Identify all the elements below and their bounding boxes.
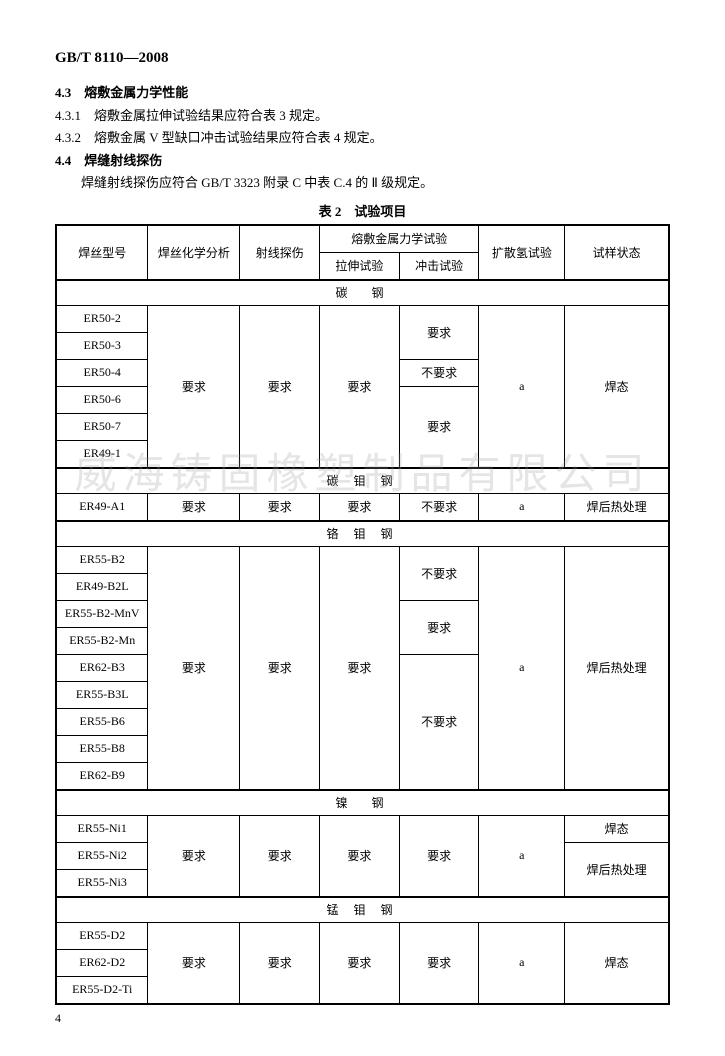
th-chem-analysis: 焊丝化学分析 — [148, 225, 240, 280]
cell-req: 要求 — [399, 815, 479, 897]
cell-req: 要求 — [240, 922, 320, 1004]
cell-req: 要求 — [320, 815, 400, 897]
table-row: ER50-4 — [56, 359, 148, 386]
cell-req: 要求 — [240, 493, 320, 521]
cell-req: 要求 — [148, 305, 240, 468]
cell-req: 要求 — [399, 305, 479, 359]
cell-req: 要求 — [399, 922, 479, 1004]
cell-a: a — [479, 546, 565, 790]
th-wire-type: 焊丝型号 — [56, 225, 148, 280]
table-row: ER55-D2-Ti — [56, 976, 148, 1004]
cell-pwht: 焊后热处理 — [565, 493, 669, 521]
cell-req: 要求 — [148, 493, 240, 521]
cell-nreq: 不要求 — [399, 493, 479, 521]
category-carbon-steel: 碳 钢 — [56, 280, 669, 306]
cell-hantai: 焊态 — [565, 922, 669, 1004]
category-mn-mo-steel: 锰 钼 钢 — [56, 897, 669, 923]
cell-req: 要求 — [240, 546, 320, 790]
cell-req: 要求 — [320, 305, 400, 468]
table-row: ER55-Ni2 — [56, 842, 148, 869]
table-row: ER50-2 — [56, 305, 148, 332]
cell-a: a — [479, 815, 565, 897]
cell-req: 要求 — [320, 493, 400, 521]
table-row: ER55-B2 — [56, 546, 148, 573]
table-row: ER55-Ni1 — [56, 815, 148, 842]
table-row: ER55-B8 — [56, 735, 148, 762]
cell-hantai: 焊态 — [565, 305, 669, 468]
cell-pwht: 焊后热处理 — [565, 546, 669, 790]
cell-req: 要求 — [320, 922, 400, 1004]
cell-req: 要求 — [148, 922, 240, 1004]
table-row: ER55-D2 — [56, 922, 148, 949]
table-row: ER62-B3 — [56, 654, 148, 681]
cell-req: 要求 — [240, 815, 320, 897]
cell-req: 要求 — [320, 546, 400, 790]
table-row: ER49-1 — [56, 440, 148, 468]
th-hydrogen-test: 扩散氢试验 — [479, 225, 565, 280]
table-row: ER50-7 — [56, 413, 148, 440]
cell-nreq: 不要求 — [399, 359, 479, 386]
test-items-table: 焊丝型号 焊丝化学分析 射线探伤 熔敷金属力学试验 扩散氢试验 试样状态 拉伸试… — [55, 224, 670, 1005]
cell-nreq: 不要求 — [399, 546, 479, 600]
cell-a: a — [479, 922, 565, 1004]
cell-req: 要求 — [148, 815, 240, 897]
page-number: 4 — [55, 1011, 670, 1026]
th-ray-test: 射线探伤 — [240, 225, 320, 280]
cell-req: 要求 — [399, 386, 479, 468]
th-tensile: 拉伸试验 — [320, 252, 400, 280]
cell-req: 要求 — [240, 305, 320, 468]
cell-pwht: 焊后热处理 — [565, 842, 669, 897]
cell-req: 要求 — [148, 546, 240, 790]
category-carbon-mo-steel: 碳 钼 钢 — [56, 468, 669, 494]
th-impact: 冲击试验 — [399, 252, 479, 280]
section-4-3-2: 4.3.2 熔敷金属 V 型缺口冲击试验结果应符合表 4 规定。 — [55, 128, 670, 148]
table-row: ER55-B3L — [56, 681, 148, 708]
section-4-3: 4.3 熔敷金属力学性能 — [55, 83, 670, 103]
cell-req: 要求 — [399, 600, 479, 654]
cell-nreq: 不要求 — [399, 654, 479, 790]
table-row: ER50-3 — [56, 332, 148, 359]
cell-a: a — [479, 305, 565, 468]
section-4-4-body: 焊缝射线探伤应符合 GB/T 3323 附录 C 中表 C.4 的 Ⅱ 级规定。 — [55, 173, 670, 193]
section-4-3-1: 4.3.1 熔敷金属拉伸试验结果应符合表 3 规定。 — [55, 106, 670, 126]
table-row: ER49-B2L — [56, 573, 148, 600]
cell-hantai: 焊态 — [565, 815, 669, 842]
category-ni-steel: 镍 钢 — [56, 790, 669, 816]
th-sample-state: 试样状态 — [565, 225, 669, 280]
table-row: ER50-6 — [56, 386, 148, 413]
table-row: ER55-Ni3 — [56, 869, 148, 897]
cell-a: a — [479, 493, 565, 521]
table-row: ER49-A1 — [56, 493, 148, 521]
category-cr-mo-steel: 铬 钼 钢 — [56, 521, 669, 547]
table-row: ER55-B2-Mn — [56, 627, 148, 654]
standard-code: GB/T 8110—2008 — [55, 50, 670, 67]
section-4-4: 4.4 焊缝射线探伤 — [55, 151, 670, 171]
th-mech-test: 熔敷金属力学试验 — [320, 225, 479, 253]
table-row: ER55-B6 — [56, 708, 148, 735]
table-row: ER62-B9 — [56, 762, 148, 790]
table-row: ER62-D2 — [56, 949, 148, 976]
table-row: ER55-B2-MnV — [56, 600, 148, 627]
table-2-title: 表 2 试验项目 — [55, 201, 670, 220]
